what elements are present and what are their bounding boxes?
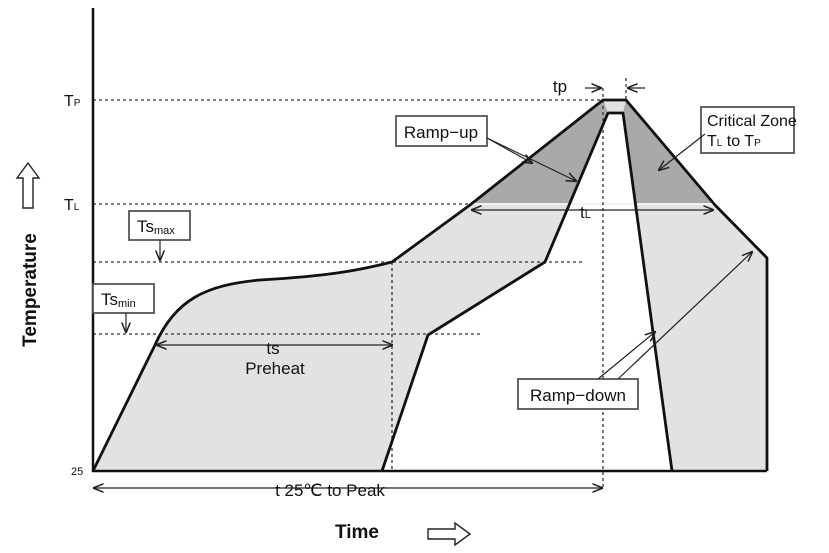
tp-level-label: TP — [64, 93, 81, 110]
critical-zone-pointer — [659, 133, 706, 170]
tsmin-box — [92, 283, 155, 314]
tl-duration-label: tL — [580, 203, 591, 222]
critical-zone-label-line1: Critical Zone — [707, 113, 797, 130]
y-axis-label: Temperature — [20, 233, 41, 347]
t25-to-peak-label: t 25℃ to Peak — [275, 481, 385, 500]
ts-label: ts — [266, 339, 279, 358]
y-origin-label: 25 — [71, 466, 83, 478]
profile-band — [93, 100, 767, 471]
ramp-down-box — [517, 378, 639, 410]
x-axis-arrow-icon — [427, 521, 472, 547]
ramp-up-label: Ramp−up — [404, 123, 478, 142]
tsmax-box — [128, 210, 191, 241]
profile-inner-outline — [380, 111, 674, 472]
ramp-down-pointer-1 — [597, 332, 655, 380]
tl-level-label: TL — [64, 197, 80, 214]
profile-outer-outline — [91, 98, 769, 472]
preheat-label: Preheat — [245, 359, 305, 378]
ramp-up-box — [395, 115, 488, 147]
ramp-down-pointer-2 — [617, 252, 752, 380]
ramp-up-pointer-2 — [486, 137, 576, 181]
tsmin-label: Tsmin — [101, 290, 136, 310]
y-axis-arrow-icon — [15, 161, 41, 209]
tp-duration-label: tp — [553, 77, 567, 96]
ramp-down-label: Ramp−down — [530, 386, 626, 405]
critical-zone-box — [700, 106, 795, 154]
tsmax-label: Tsmax — [137, 217, 175, 237]
critical-zone-label-line2: TL to TP — [707, 133, 761, 150]
x-axis-label: Time — [335, 522, 379, 543]
